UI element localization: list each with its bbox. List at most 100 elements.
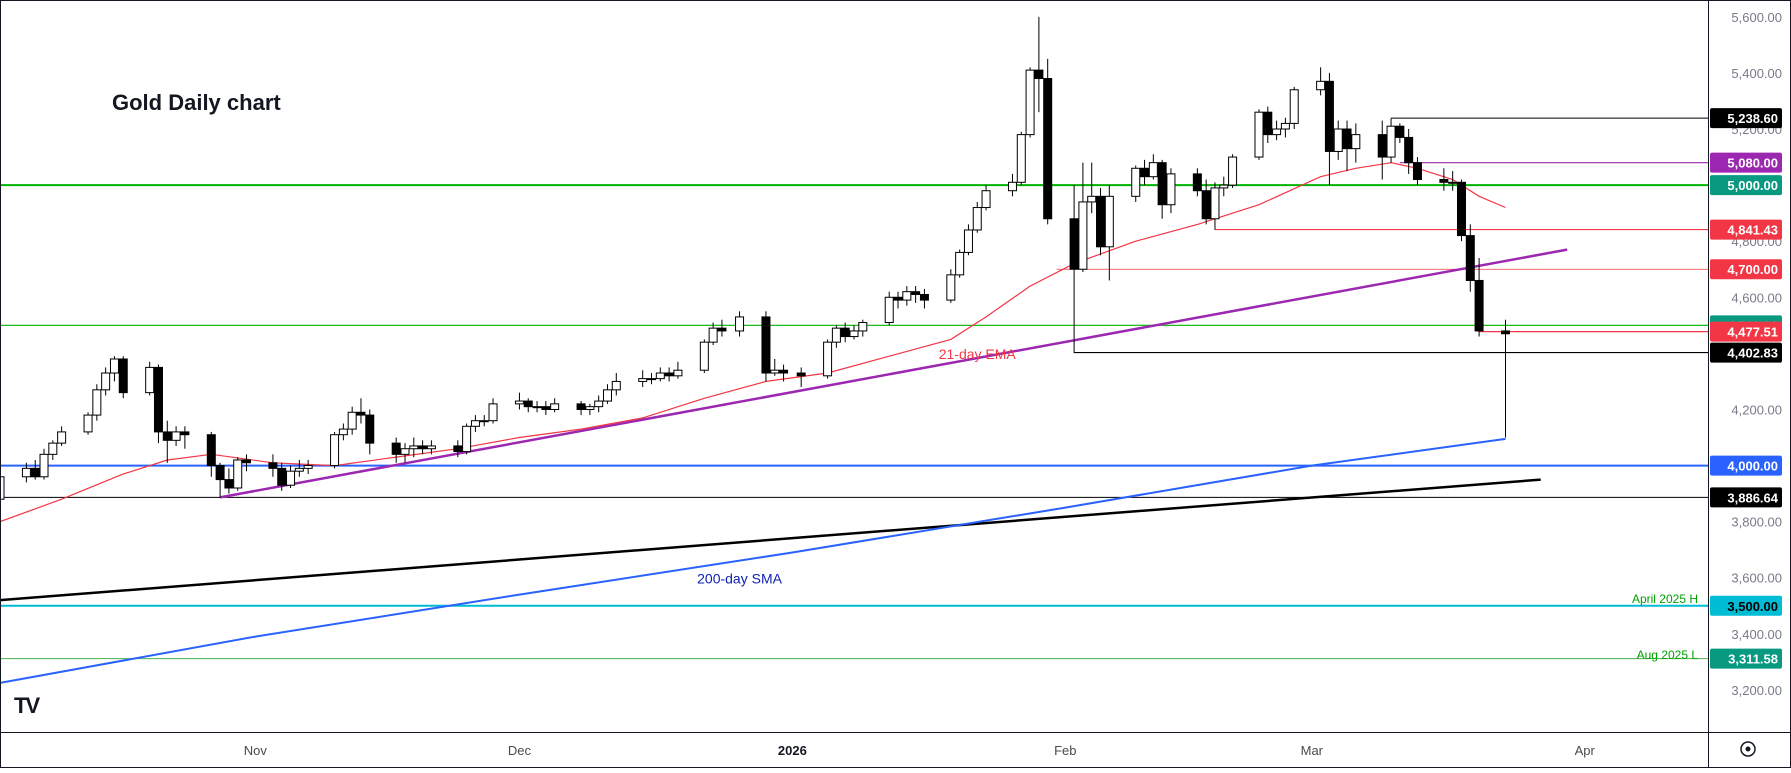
- candle: [1016, 131, 1026, 186]
- moving-averages: [0, 162, 1506, 684]
- candle-body: [1140, 167, 1150, 178]
- candle-body: [1228, 156, 1238, 186]
- candle-body: [638, 378, 648, 382]
- candle-body: [823, 341, 833, 377]
- candle: [347, 406, 357, 435]
- time-axis[interactable]: Nov Dec 2026 Feb Mar Apr: [244, 743, 1596, 758]
- candle-body: [963, 229, 973, 253]
- candle-body: [1078, 201, 1088, 270]
- candle: [242, 454, 252, 472]
- candle-body: [1501, 330, 1511, 335]
- candle: [365, 409, 375, 455]
- candle-body: [576, 403, 586, 410]
- candle: [21, 462, 31, 483]
- candle-body: [48, 442, 58, 455]
- level-price-tag: [1710, 455, 1782, 476]
- candle-body: [109, 358, 119, 374]
- candle-body: [303, 465, 313, 469]
- candle-body: [796, 372, 806, 377]
- candle: [594, 395, 604, 413]
- y-tick-label: 3,200.00: [1731, 683, 1782, 698]
- candle: [215, 462, 225, 498]
- level-price-tag: [1710, 259, 1782, 280]
- candle: [611, 373, 621, 396]
- candle-body: [365, 414, 375, 444]
- candle-body: [391, 442, 401, 455]
- candle-body: [277, 467, 287, 486]
- candle: [1078, 162, 1088, 273]
- candle: [981, 185, 991, 211]
- candle-body: [162, 431, 172, 441]
- candle-body: [1131, 167, 1141, 197]
- candle-body: [426, 445, 436, 450]
- candle: [638, 370, 648, 388]
- candles[interactable]: [0, 16, 1511, 503]
- candle: [418, 440, 428, 455]
- candle: [1280, 117, 1290, 138]
- level-price-tag: [1710, 487, 1782, 508]
- candle-body: [532, 406, 542, 409]
- candle-body: [1386, 125, 1396, 158]
- candle: [840, 322, 850, 343]
- candle-body: [1166, 173, 1176, 206]
- candle: [1007, 173, 1017, 197]
- candle-body: [400, 448, 410, 455]
- y-tick-label: 3,400.00: [1731, 627, 1782, 642]
- candle-body: [1377, 134, 1387, 158]
- candle: [268, 454, 278, 477]
- candle: [1210, 182, 1220, 230]
- level-price-tag: [1710, 648, 1782, 669]
- candle-body: [902, 291, 912, 301]
- level-price-tag: [1710, 152, 1782, 173]
- candle-body: [1096, 195, 1106, 248]
- candle-body: [1007, 181, 1017, 192]
- candle: [1324, 72, 1334, 186]
- candle-body: [145, 366, 155, 394]
- candle-body: [1412, 162, 1422, 180]
- candle-body: [488, 403, 498, 422]
- candle: [1219, 176, 1229, 197]
- candle: [479, 415, 489, 427]
- candle-body: [1263, 111, 1273, 136]
- settings-icon[interactable]: [1740, 741, 1756, 757]
- candle-body: [602, 389, 612, 402]
- candle-body: [1025, 69, 1035, 136]
- candle-body: [180, 431, 190, 436]
- tradingview-logo-icon[interactable]: TV: [14, 693, 42, 718]
- candle: [294, 459, 304, 477]
- level-price-label: 5,000.00: [1727, 178, 1778, 193]
- candle-body: [356, 411, 366, 416]
- x-tick-label: Feb: [1054, 743, 1076, 758]
- candle: [1201, 179, 1211, 225]
- candle-body: [1395, 125, 1405, 138]
- candle-body: [453, 445, 463, 453]
- candle: [330, 431, 340, 469]
- candle-body: [911, 291, 921, 295]
- candle: [1192, 168, 1202, 197]
- price-axis[interactable]: 3,200.00 3,400.00 3,600.00 3,800.00 4,000.00…: [1710, 10, 1782, 698]
- candle-body: [1069, 218, 1079, 270]
- candle-body: [893, 296, 903, 301]
- level-price-label: 3,500.00: [1727, 599, 1778, 614]
- candle: [1342, 120, 1352, 172]
- candle: [1386, 118, 1396, 163]
- x-tick-label: 2026: [778, 743, 807, 758]
- candle-body: [101, 372, 111, 391]
- candle-body: [1157, 162, 1167, 206]
- candle: [831, 325, 841, 348]
- candle-body: [330, 434, 340, 467]
- candle: [1474, 258, 1484, 337]
- candle: [48, 440, 58, 460]
- candle: [717, 319, 727, 337]
- candle: [1131, 165, 1141, 202]
- candle-body: [514, 400, 524, 405]
- candle: [1333, 120, 1343, 160]
- candle: [946, 269, 956, 303]
- candle-body: [647, 378, 657, 381]
- candle: [1465, 224, 1475, 292]
- candle-body: [1254, 111, 1264, 158]
- candle-body: [1474, 279, 1484, 332]
- candle: [576, 401, 586, 416]
